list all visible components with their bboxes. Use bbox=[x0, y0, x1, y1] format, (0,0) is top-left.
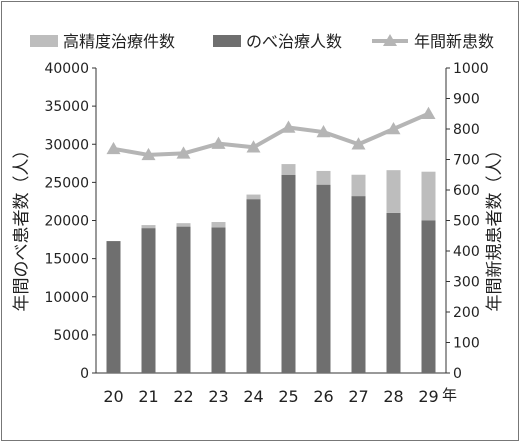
left-tick-label: 10000 bbox=[44, 290, 89, 306]
bar-base-23 bbox=[211, 227, 226, 373]
line-marker-28 bbox=[386, 122, 401, 135]
left-tick-label: 15000 bbox=[44, 252, 89, 268]
bar-base-22 bbox=[176, 226, 191, 373]
x-tick-label: 27 bbox=[348, 387, 368, 406]
left-axis-label: 年間のべ患者数（人） bbox=[12, 142, 32, 312]
bar-base-27 bbox=[351, 196, 366, 373]
right-axis-label: 年間新規患者数（人） bbox=[485, 142, 505, 312]
left-tick-label: 25000 bbox=[44, 175, 89, 191]
line-marker-22 bbox=[176, 146, 191, 159]
bar-top-27 bbox=[351, 174, 366, 197]
legend-label: 高精度治療件数 bbox=[63, 32, 175, 51]
line-series bbox=[106, 106, 436, 161]
x-tick-label: 29 bbox=[418, 387, 438, 406]
left-tick-label: 35000 bbox=[44, 99, 89, 115]
left-tick-label: 20000 bbox=[44, 214, 89, 230]
bar-base-26 bbox=[316, 184, 331, 373]
line-marker-25 bbox=[281, 120, 296, 133]
bar-top-25 bbox=[281, 164, 296, 175]
bar-top-23 bbox=[211, 222, 226, 228]
x-tick-label: 21 bbox=[138, 387, 158, 406]
line-path bbox=[113, 111, 430, 157]
line-marker-20 bbox=[106, 141, 121, 155]
right-tick-label: 300 bbox=[453, 275, 480, 291]
legend-label: 年間新患数 bbox=[414, 32, 494, 51]
right-tick-label: 100 bbox=[453, 336, 480, 352]
bar-base-21 bbox=[141, 228, 156, 373]
x-tick-label: 22 bbox=[173, 387, 193, 406]
bar-base-25 bbox=[281, 174, 296, 373]
bar-top-28 bbox=[386, 170, 401, 213]
left-tick-label: 5000 bbox=[53, 328, 89, 344]
right-tick-label: 600 bbox=[453, 183, 480, 199]
line-marker-23 bbox=[211, 136, 226, 149]
line-marker-27 bbox=[351, 137, 366, 150]
x-tick-label: 25 bbox=[278, 387, 298, 406]
line-marker-29 bbox=[421, 106, 436, 119]
left-tick-label: 0 bbox=[80, 366, 89, 382]
right-tick-label: 1000 bbox=[453, 61, 489, 77]
legend: 高精度治療件数 のべ治療人数 年間新患数 bbox=[30, 32, 494, 51]
legend-marker bbox=[383, 34, 397, 46]
bar-top-22 bbox=[176, 223, 191, 227]
right-tick-label: 900 bbox=[453, 92, 480, 108]
line-marker-24 bbox=[246, 140, 261, 153]
bar-base-24 bbox=[246, 199, 261, 373]
right-tick-label: 0 bbox=[453, 366, 462, 382]
line-marker-21 bbox=[141, 147, 156, 161]
right-tick-label: 500 bbox=[453, 214, 480, 230]
line-marker-26 bbox=[316, 125, 331, 138]
x-tick-label: 23 bbox=[208, 387, 228, 406]
bar-top-26 bbox=[316, 170, 331, 185]
x-tick-label: 24 bbox=[243, 387, 263, 406]
bar-top-24 bbox=[246, 194, 261, 200]
right-tick-label: 700 bbox=[453, 153, 480, 169]
left-tick-label: 30000 bbox=[44, 137, 89, 153]
bar-top-29 bbox=[421, 171, 436, 221]
legend-swatch bbox=[30, 35, 58, 47]
right-tick-label: 400 bbox=[453, 244, 480, 260]
x-tick-label: 28 bbox=[383, 387, 403, 406]
bar-base-29 bbox=[421, 220, 436, 373]
x-tick-label: 20 bbox=[103, 387, 123, 406]
bar-base-28 bbox=[386, 212, 401, 373]
x-axis-unit-label: 年 bbox=[442, 386, 457, 404]
bar-base-20 bbox=[106, 241, 121, 373]
bars bbox=[106, 164, 436, 373]
x-tick-label: 26 bbox=[313, 387, 333, 406]
axes: 0500010000150002000025000300003500040000… bbox=[44, 61, 488, 406]
bar-top-21 bbox=[141, 225, 156, 229]
right-tick-label: 800 bbox=[453, 122, 480, 138]
legend-label: のべ治療人数 bbox=[246, 32, 342, 51]
left-tick-label: 40000 bbox=[44, 61, 89, 77]
legend-swatch bbox=[213, 35, 241, 47]
right-tick-label: 200 bbox=[453, 305, 480, 321]
